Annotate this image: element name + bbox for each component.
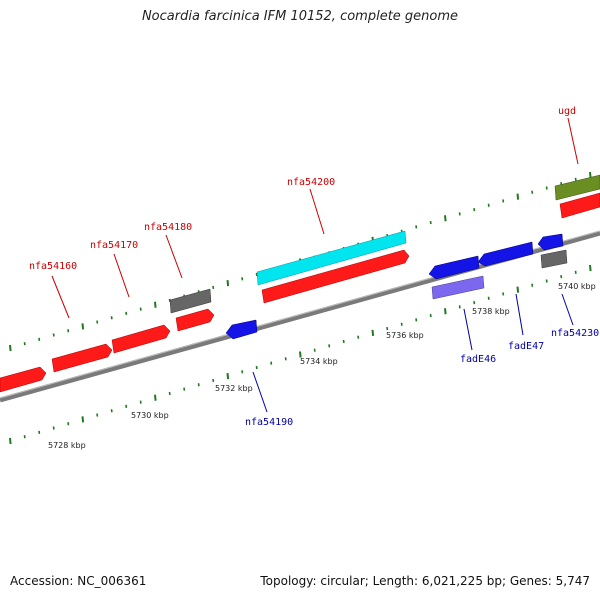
lower-tick-row bbox=[9, 264, 592, 445]
kbp-label-5728: 5728 kbp bbox=[48, 441, 86, 450]
lower-row-tick bbox=[9, 437, 12, 445]
gene-rna-nfa54200[interactable] bbox=[256, 230, 407, 286]
upper-row-tick bbox=[81, 323, 85, 330]
kbp-label-5736: 5736 kbp bbox=[386, 331, 424, 340]
upper-row-tick bbox=[9, 344, 12, 352]
connector-nfa54170 bbox=[113, 253, 130, 298]
kbp-label-5740: 5740 kbp bbox=[558, 282, 596, 291]
connector-nfa54230 bbox=[561, 293, 574, 326]
upper-row-tick bbox=[226, 280, 230, 287]
gene-label-fadE47[interactable]: fadE47 bbox=[508, 341, 544, 352]
connector-nfa54180 bbox=[165, 234, 183, 279]
kbp-label-5732: 5732 kbp bbox=[215, 384, 253, 393]
gene-label-ugd[interactable]: ugd bbox=[558, 106, 576, 117]
connector-fadE46 bbox=[463, 308, 473, 351]
gene-label-nfa54170[interactable]: nfa54170 bbox=[90, 240, 138, 251]
gene-label-nfa54190[interactable]: nfa54190 bbox=[245, 417, 293, 428]
lower-row-tick bbox=[444, 308, 447, 315]
gene-forward-nfa54160[interactable] bbox=[51, 343, 113, 373]
gene-reverse-nfa54230[interactable] bbox=[537, 233, 564, 251]
kbp-label-5734: 5734 kbp bbox=[300, 357, 338, 366]
connector-nfa54190 bbox=[252, 371, 268, 413]
connector-fadE47 bbox=[515, 293, 524, 336]
gene-reverse-nfa54190[interactable] bbox=[225, 319, 258, 340]
lower-row-tick bbox=[299, 351, 302, 358]
gene-label-nfa54230[interactable]: nfa54230 bbox=[551, 328, 599, 339]
gene-label-fadE46[interactable]: fadE46 bbox=[460, 354, 496, 365]
lower-row-tick bbox=[589, 264, 592, 272]
gene-forward-ugd[interactable] bbox=[559, 192, 600, 219]
accession-text: Accession: NC_006361 bbox=[10, 574, 147, 588]
lower-row-tick bbox=[516, 286, 520, 293]
gene-label-nfa54180[interactable]: nfa54180 bbox=[144, 222, 192, 233]
connector-nfa54160 bbox=[51, 275, 70, 319]
genome-summary-text: Topology: circular; Length: 6,021,225 bp… bbox=[260, 574, 590, 588]
lower-row-tick bbox=[226, 373, 230, 380]
connector-nfa54200 bbox=[309, 188, 325, 235]
gene-pseudo-2[interactable] bbox=[540, 249, 568, 269]
gene-forward-nfa54200[interactable] bbox=[261, 249, 410, 304]
connector-ugd bbox=[567, 117, 579, 165]
map-title: Nocardia farcinica IFM 10152, complete g… bbox=[141, 9, 459, 24]
lower-row-tick bbox=[154, 394, 157, 401]
upper-row-tick bbox=[444, 215, 447, 222]
gene-forward-nfa54170[interactable] bbox=[111, 324, 171, 354]
upper-row-tick bbox=[154, 301, 157, 308]
gene-pseudo-1[interactable] bbox=[169, 288, 212, 314]
upper-row-tick bbox=[589, 171, 592, 179]
gene-reverse-fadE47[interactable] bbox=[477, 241, 534, 267]
gene-purple-fadE46[interactable] bbox=[431, 275, 485, 300]
gene-label-nfa54160[interactable]: nfa54160 bbox=[29, 261, 77, 272]
gene-olive-ugd-feature[interactable] bbox=[554, 174, 600, 201]
upper-row-tick bbox=[516, 193, 520, 200]
kbp-label-5738: 5738 kbp bbox=[472, 307, 510, 316]
gene-forward-nfa54180[interactable] bbox=[175, 308, 215, 332]
lower-row-tick bbox=[81, 416, 85, 423]
lower-row-tick bbox=[371, 329, 375, 336]
gene-forward-1[interactable] bbox=[0, 366, 47, 393]
gene-label-nfa54200[interactable]: nfa54200 bbox=[287, 177, 335, 188]
kbp-label-5730: 5730 kbp bbox=[131, 411, 169, 420]
